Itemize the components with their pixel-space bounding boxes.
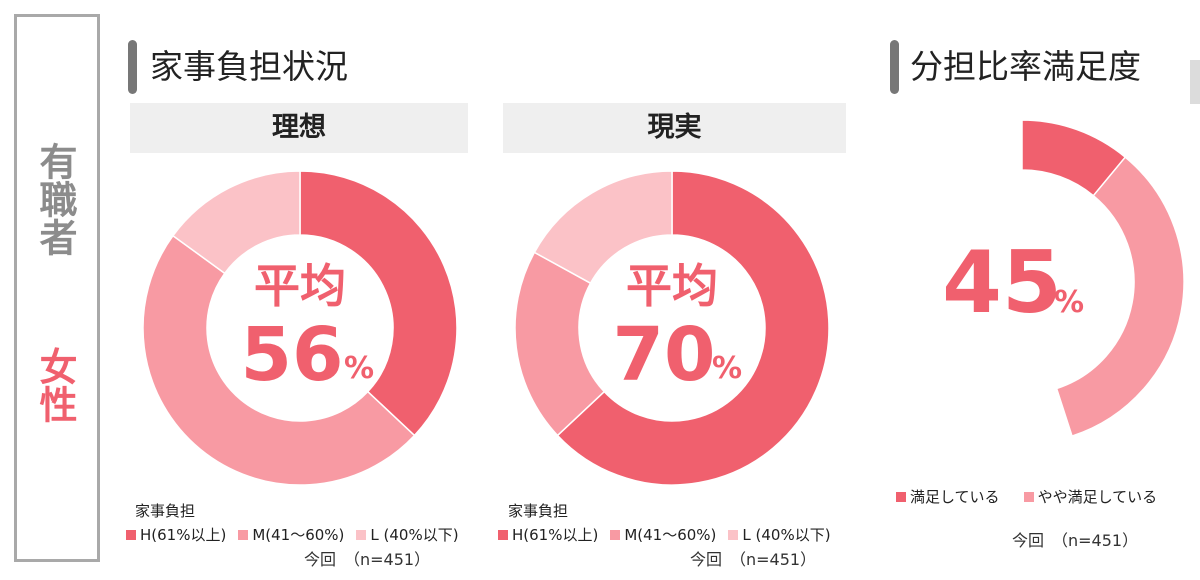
- slice-1: [299, 170, 458, 437]
- ideal-center-label: 平均: [254, 259, 346, 313]
- legend-label: L (40%以下): [742, 526, 831, 544]
- actual-donut-chart: [514, 170, 830, 486]
- satisfaction-total-value: 45: [942, 233, 1062, 333]
- satisfaction-total-unit: %: [1054, 285, 1084, 320]
- section-marker: [890, 40, 899, 94]
- gender-label: 女性: [33, 347, 77, 423]
- actual-center-label: 平均: [626, 259, 718, 313]
- actual-average-unit: %: [712, 351, 742, 386]
- burden-section-title: 家事負担状況: [150, 47, 348, 86]
- ideal-sample-note: 今回 （n=451）: [304, 550, 431, 569]
- legend-swatch-m: [610, 529, 621, 540]
- legend-label: H(61%以上): [140, 526, 227, 544]
- ideal-average-unit: %: [344, 351, 374, 386]
- legend-label: L (40%以下): [370, 526, 459, 544]
- actual-legend: H(61%以上) M(41～60%) L (40%以下): [498, 524, 843, 545]
- legend-item-l: L (40%以下): [728, 524, 831, 545]
- satisfaction-section-title: 分担比率満足度: [910, 47, 1141, 86]
- satisfaction-arc-chart: [1021, 119, 1185, 438]
- actual-average-value: 70: [613, 312, 716, 398]
- legend-item-l: L (40%以下): [356, 524, 459, 545]
- section-marker: [128, 40, 137, 94]
- legend-swatch-satisfied: [896, 491, 906, 502]
- slice-3: [533, 170, 673, 285]
- legend-swatch-h: [126, 529, 136, 540]
- legend-swatch-somewhat-satisfied: [1023, 491, 1034, 502]
- ideal-donut-chart: [142, 170, 458, 486]
- ideal-legend: H(61%以上) M(41～60%) L (40%以下): [126, 524, 471, 545]
- legend-swatch-m: [238, 529, 249, 540]
- legend-item-somewhat-satisfied: やや満足している: [1023, 486, 1158, 507]
- legend-item-satisfied: 満足している: [896, 486, 1000, 507]
- slice-2: [142, 234, 416, 486]
- legend-item-h: H(61%以上): [498, 524, 598, 545]
- respondent-group-box: 有職者 女性: [14, 14, 100, 562]
- legend-item-h: H(61%以上): [126, 524, 226, 545]
- satisfaction-sample-note: 今回 （n=451）: [1012, 531, 1139, 550]
- legend-item-m: M(41～60%): [238, 524, 344, 545]
- legend-label: やや満足している: [1037, 488, 1158, 506]
- actual-sample-note: 今回 （n=451）: [690, 550, 817, 569]
- group-label: 有職者: [33, 142, 77, 256]
- satisfaction-legend: 満足している やや満足している: [896, 486, 1169, 507]
- legend-swatch-l: [356, 529, 367, 540]
- legend-label: M(41～60%): [252, 526, 345, 544]
- legend-item-m: M(41～60%): [610, 524, 716, 545]
- legend-label: 満足している: [910, 488, 1000, 506]
- edge-decoration: [1190, 60, 1200, 104]
- actual-header: 現実: [503, 103, 846, 153]
- ideal-header: 理想: [130, 103, 468, 153]
- legend-label: M(41～60%): [624, 526, 717, 544]
- legend-swatch-h: [498, 529, 508, 540]
- ideal-average-value: 56: [241, 312, 344, 398]
- slice-1: [556, 170, 830, 486]
- legend-label: H(61%以上): [512, 526, 599, 544]
- actual-legend-title: 家事負担: [508, 502, 569, 520]
- slice-3: [171, 170, 301, 275]
- slice-2: [1055, 156, 1185, 438]
- legend-swatch-l: [728, 529, 739, 540]
- ideal-legend-title: 家事負担: [135, 502, 196, 520]
